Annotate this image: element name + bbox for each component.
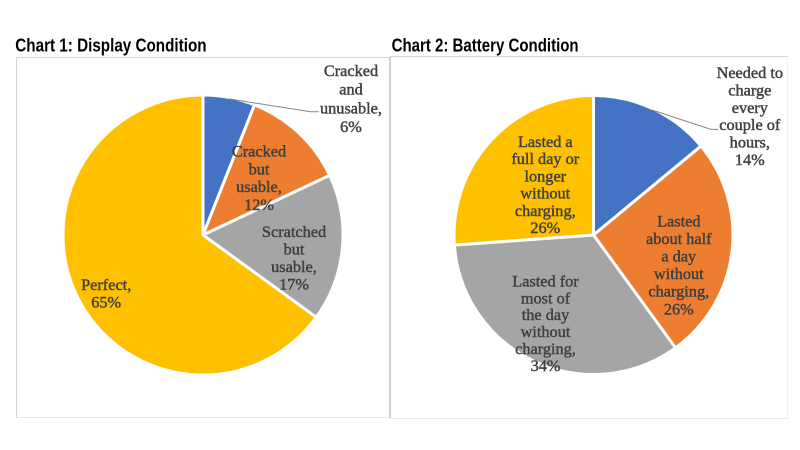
svg-text:without: without [520, 184, 570, 203]
svg-text:full day or: full day or [511, 149, 579, 168]
svg-text:12%: 12% [244, 195, 274, 214]
svg-text:17%: 17% [279, 275, 309, 294]
svg-text:most of: most of [521, 288, 571, 307]
svg-text:usable,: usable, [236, 177, 282, 196]
svg-text:26%: 26% [530, 218, 560, 237]
svg-text:without: without [521, 322, 571, 341]
svg-text:Perfect,: Perfect, [81, 275, 131, 294]
svg-text:26%: 26% [664, 299, 694, 318]
svg-text:unusable,: unusable, [320, 98, 382, 117]
svg-text:Chart 1: Display Condition: Chart 1: Display Condition [15, 35, 206, 56]
svg-text:charging,: charging, [515, 339, 576, 358]
svg-text:longer: longer [525, 166, 567, 185]
svg-text:hours,: hours, [730, 133, 770, 152]
svg-text:usable,: usable, [271, 257, 317, 276]
svg-text:Needed to: Needed to [717, 63, 783, 82]
svg-text:but: but [249, 159, 270, 178]
svg-text:charging,: charging, [515, 201, 576, 220]
svg-text:every: every [732, 98, 769, 117]
svg-text:and: and [339, 80, 363, 99]
svg-text:65%: 65% [91, 292, 121, 311]
svg-text:14%: 14% [735, 150, 765, 169]
svg-text:Chart 2: Battery Condition: Chart 2: Battery Condition [392, 35, 579, 56]
svg-text:the day: the day [522, 305, 570, 324]
svg-text:charging,: charging, [648, 282, 709, 301]
svg-text:34%: 34% [531, 356, 561, 375]
svg-text:charge: charge [728, 80, 771, 99]
svg-text:about half: about half [646, 229, 712, 248]
svg-text:but: but [284, 240, 305, 259]
svg-text:Lasted for: Lasted for [512, 272, 579, 291]
svg-text:a day: a day [661, 247, 697, 266]
svg-text:Cracked: Cracked [324, 61, 378, 80]
svg-text:Lasted a: Lasted a [518, 132, 573, 151]
svg-text:Lasted: Lasted [657, 211, 700, 230]
svg-text:without: without [654, 264, 704, 283]
svg-text:Cracked: Cracked [232, 142, 286, 161]
svg-text:6%: 6% [340, 117, 362, 136]
svg-text:Scratched: Scratched [262, 222, 326, 241]
svg-text:couple of: couple of [719, 115, 781, 134]
